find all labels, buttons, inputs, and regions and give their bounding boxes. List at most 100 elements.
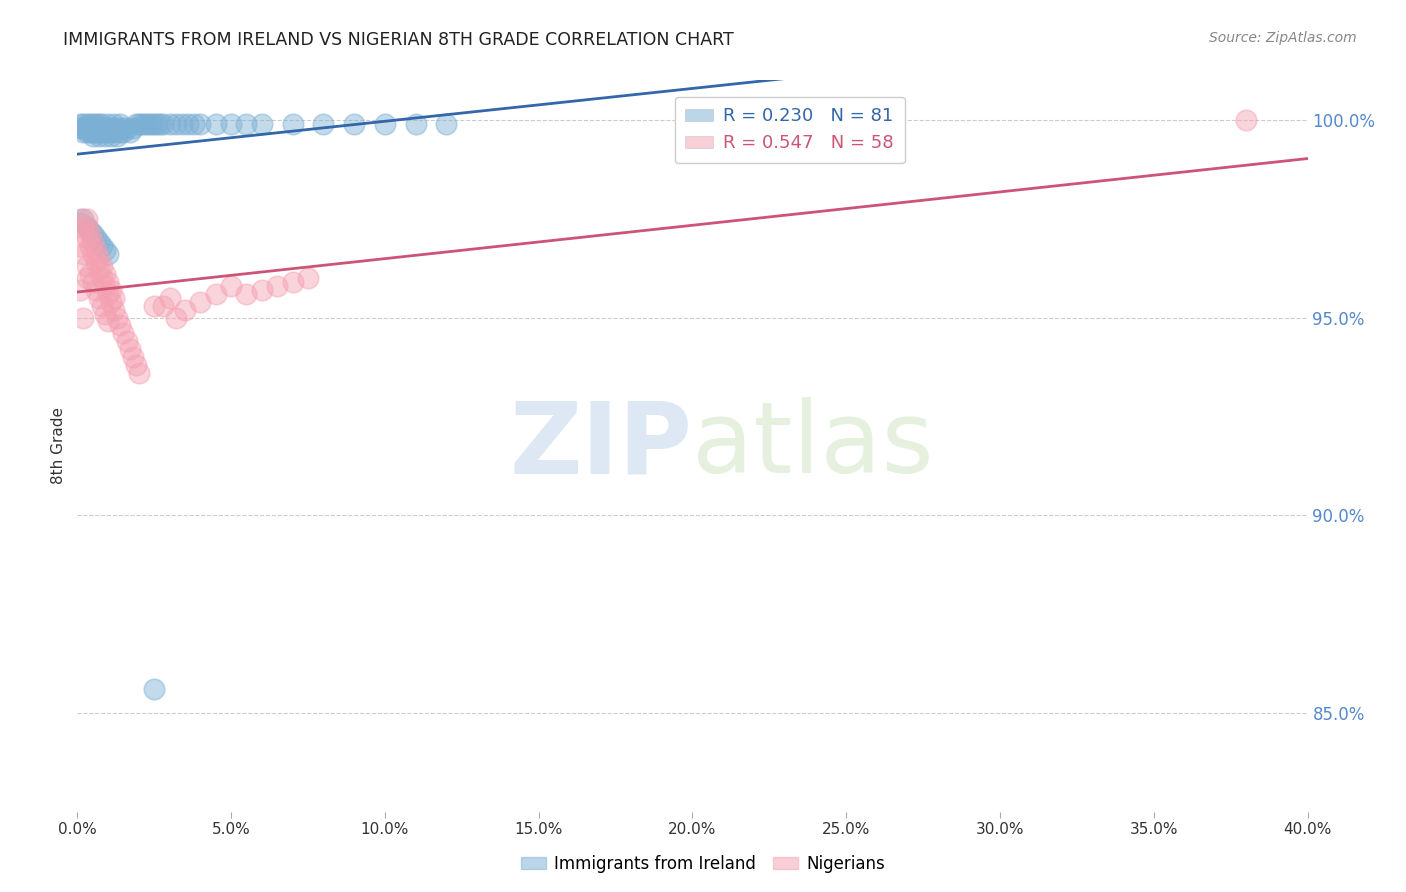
Point [69, 120, 91, 135]
Point [69, 211, 91, 226]
Point [72, 120, 94, 135]
Point [84, 125, 107, 139]
Point [149, 117, 172, 131]
Point [112, 326, 135, 341]
Point [90, 259, 114, 273]
Point [90, 117, 114, 131]
Point [79, 267, 101, 281]
Point [110, 125, 132, 139]
Point [219, 117, 242, 131]
Point [174, 302, 197, 317]
Point [90, 299, 114, 313]
Point [103, 302, 125, 317]
Point [72, 219, 94, 234]
Point [374, 117, 396, 131]
Point [165, 310, 187, 325]
Y-axis label: 8th Grade: 8th Grade [51, 408, 66, 484]
Point [103, 125, 125, 139]
Point [152, 117, 174, 131]
Point [90, 271, 114, 285]
Point [76, 259, 98, 273]
Point [84, 120, 107, 135]
Text: atlas: atlas [693, 398, 934, 494]
Point [94, 244, 117, 258]
Point [84, 244, 107, 258]
Point [118, 342, 141, 356]
Point [76, 120, 98, 135]
Point [82, 128, 104, 143]
Point [250, 117, 273, 131]
Legend: Immigrants from Ireland, Nigerians: Immigrants from Ireland, Nigerians [515, 848, 891, 880]
Point [87, 128, 110, 143]
Point [188, 294, 212, 309]
Point [134, 117, 156, 131]
Point [69, 239, 91, 253]
Point [235, 117, 257, 131]
Point [87, 120, 110, 135]
Point [84, 231, 107, 245]
Point [76, 125, 98, 139]
Point [94, 278, 117, 293]
Point [79, 223, 101, 237]
Point [125, 358, 148, 372]
Point [266, 278, 288, 293]
Point [436, 117, 458, 131]
Point [87, 117, 110, 131]
Point [87, 235, 110, 250]
Point [72, 247, 94, 261]
Point [105, 128, 128, 143]
Point [76, 117, 98, 131]
Point [143, 682, 166, 697]
Point [170, 117, 193, 131]
Point [97, 286, 120, 301]
Point [136, 117, 159, 131]
Point [72, 211, 94, 226]
Point [103, 291, 125, 305]
Point [76, 271, 98, 285]
Point [250, 283, 273, 297]
Point [97, 120, 120, 135]
Point [82, 227, 104, 242]
Point [79, 125, 101, 139]
Point [297, 271, 319, 285]
Point [125, 117, 148, 131]
Point [84, 117, 107, 131]
Point [177, 117, 200, 131]
Point [281, 117, 304, 131]
Point [69, 117, 91, 131]
Point [103, 117, 125, 131]
Point [159, 291, 181, 305]
Point [343, 117, 366, 131]
Point [84, 283, 107, 297]
Point [76, 219, 98, 234]
Point [76, 231, 98, 245]
Point [90, 125, 114, 139]
Point [143, 299, 166, 313]
Point [204, 117, 226, 131]
Legend: R = 0.230   N = 81, R = 0.547   N = 58: R = 0.230 N = 81, R = 0.547 N = 58 [675, 96, 905, 163]
Point [100, 120, 122, 135]
Point [204, 286, 226, 301]
Point [97, 117, 120, 131]
Point [141, 117, 163, 131]
Point [69, 216, 91, 230]
Point [87, 251, 110, 265]
Point [100, 283, 122, 297]
Point [159, 117, 181, 131]
Point [97, 247, 120, 261]
Point [188, 117, 212, 131]
Point [72, 310, 94, 325]
Point [112, 125, 135, 139]
Point [112, 120, 135, 135]
Point [87, 263, 110, 277]
Point [152, 299, 174, 313]
Point [79, 227, 101, 242]
Point [115, 334, 138, 349]
Point [90, 239, 114, 253]
Point [82, 117, 104, 131]
Point [82, 275, 104, 289]
Point [235, 286, 257, 301]
Point [87, 125, 110, 139]
Point [105, 120, 128, 135]
Point [121, 120, 143, 135]
